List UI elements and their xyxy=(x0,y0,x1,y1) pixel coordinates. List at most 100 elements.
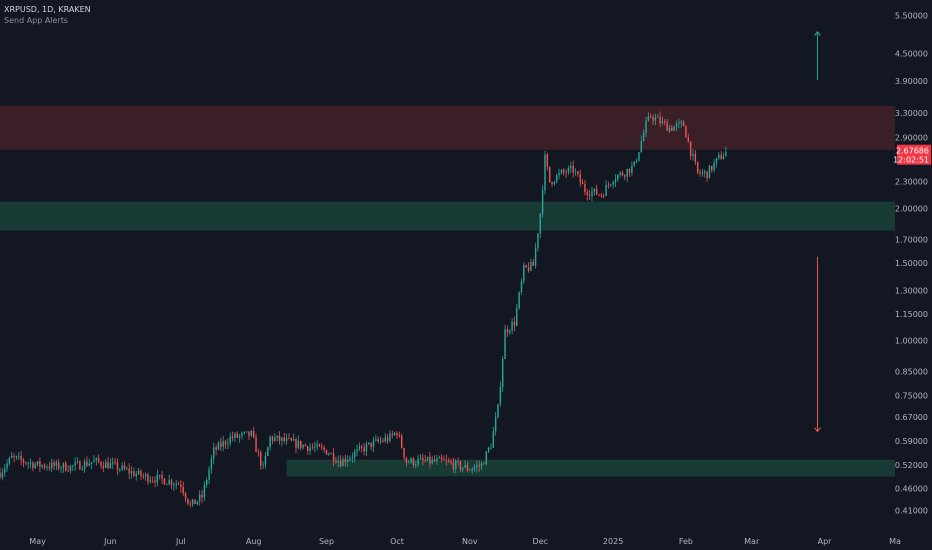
candle-body xyxy=(520,280,523,293)
candle-body xyxy=(534,247,537,266)
candle-body xyxy=(605,184,607,196)
candle-body xyxy=(635,160,638,162)
candle-body xyxy=(29,462,32,464)
candle-body xyxy=(485,451,487,465)
candle-body xyxy=(255,437,257,453)
candle-body xyxy=(328,454,330,455)
candle-body xyxy=(492,431,495,448)
candle-body xyxy=(408,462,410,464)
candle-body xyxy=(112,462,114,464)
candle-body xyxy=(405,457,408,463)
candle-body xyxy=(462,467,464,470)
candle-body xyxy=(210,458,213,470)
y-tick-label: 0.75000 xyxy=(895,391,928,400)
candle-body xyxy=(97,458,100,462)
candle-body xyxy=(617,174,619,180)
candle-body xyxy=(292,438,295,441)
candle-body xyxy=(316,444,318,448)
candle-body xyxy=(67,470,69,472)
candle-body xyxy=(516,307,518,326)
candle-body xyxy=(168,480,170,485)
candle-body xyxy=(593,188,596,192)
candle-body xyxy=(3,468,6,473)
candle-body xyxy=(241,433,243,436)
candle-body xyxy=(429,456,431,464)
candle-body xyxy=(532,261,534,266)
last-price-box xyxy=(897,144,931,165)
candle-body xyxy=(447,460,450,462)
candle-body xyxy=(382,440,384,442)
candle-body xyxy=(271,436,274,441)
candle-body xyxy=(123,465,126,469)
candle-body xyxy=(57,462,60,469)
candle-body xyxy=(450,461,452,463)
indicator-label[interactable]: Send App Alerts xyxy=(4,16,69,25)
candle-body xyxy=(119,469,121,471)
zone-support-upper xyxy=(0,201,895,231)
candle-body xyxy=(642,132,645,142)
candle-body xyxy=(335,461,337,463)
candle-body xyxy=(27,463,29,464)
last-price-tag: 2.67686 12:02:51 xyxy=(893,144,931,165)
candle-body xyxy=(81,469,83,470)
candle-body xyxy=(60,468,62,469)
candle-body xyxy=(220,442,222,447)
candle-body xyxy=(694,154,697,162)
candle-body xyxy=(612,181,614,185)
candle-body xyxy=(506,329,509,333)
candle-body xyxy=(361,446,363,448)
candle-body xyxy=(74,462,76,466)
candle-body xyxy=(302,444,304,448)
candle-body xyxy=(191,499,194,505)
candle-body xyxy=(664,121,666,123)
candle-body xyxy=(718,154,720,158)
candle-body xyxy=(309,447,311,451)
candle-body xyxy=(570,165,572,168)
candle-body xyxy=(509,330,511,333)
candle-body xyxy=(323,447,325,450)
candle-body xyxy=(100,461,102,466)
candle-body xyxy=(706,171,708,179)
candle-body xyxy=(579,174,581,183)
candle-body xyxy=(675,123,678,127)
candle-body xyxy=(260,452,262,466)
candle-body xyxy=(229,436,231,444)
y-tick-label: 2.30000 xyxy=(895,178,928,187)
candle-body xyxy=(682,122,685,126)
candle-body xyxy=(330,453,332,455)
candle-body xyxy=(398,435,401,437)
candle-body xyxy=(128,468,130,474)
candle-body xyxy=(581,182,584,185)
candle-body xyxy=(541,190,544,214)
candle-body xyxy=(680,122,682,123)
candle-body xyxy=(250,430,253,437)
candle-body xyxy=(43,465,46,468)
candle-body xyxy=(668,127,671,131)
candle-body xyxy=(72,465,74,467)
zone-resistance xyxy=(0,105,895,150)
candle-body xyxy=(311,447,314,449)
candle-body xyxy=(386,437,389,441)
candle-body xyxy=(645,120,647,133)
candle-body xyxy=(198,494,201,502)
candle-body xyxy=(278,435,281,441)
candle-body xyxy=(290,438,293,441)
candle-body xyxy=(610,184,612,186)
candle-body xyxy=(53,462,55,466)
candle-body xyxy=(264,455,267,465)
candle-body xyxy=(356,449,358,452)
candle-body xyxy=(513,321,516,326)
candle-body xyxy=(454,460,457,470)
candle-body xyxy=(208,469,210,481)
candle-body xyxy=(633,161,635,166)
y-tick-label: 2.90000 xyxy=(895,133,928,142)
candle-body xyxy=(673,126,675,131)
symbol-title[interactable]: XRPUSD, 1D, KRAKEN xyxy=(4,5,91,14)
candle-body xyxy=(205,480,208,485)
candle-body xyxy=(20,455,22,460)
candle-body xyxy=(433,459,436,462)
candle-body xyxy=(182,486,184,494)
x-tick-label: Oct xyxy=(390,537,404,546)
candle-body xyxy=(621,172,624,176)
